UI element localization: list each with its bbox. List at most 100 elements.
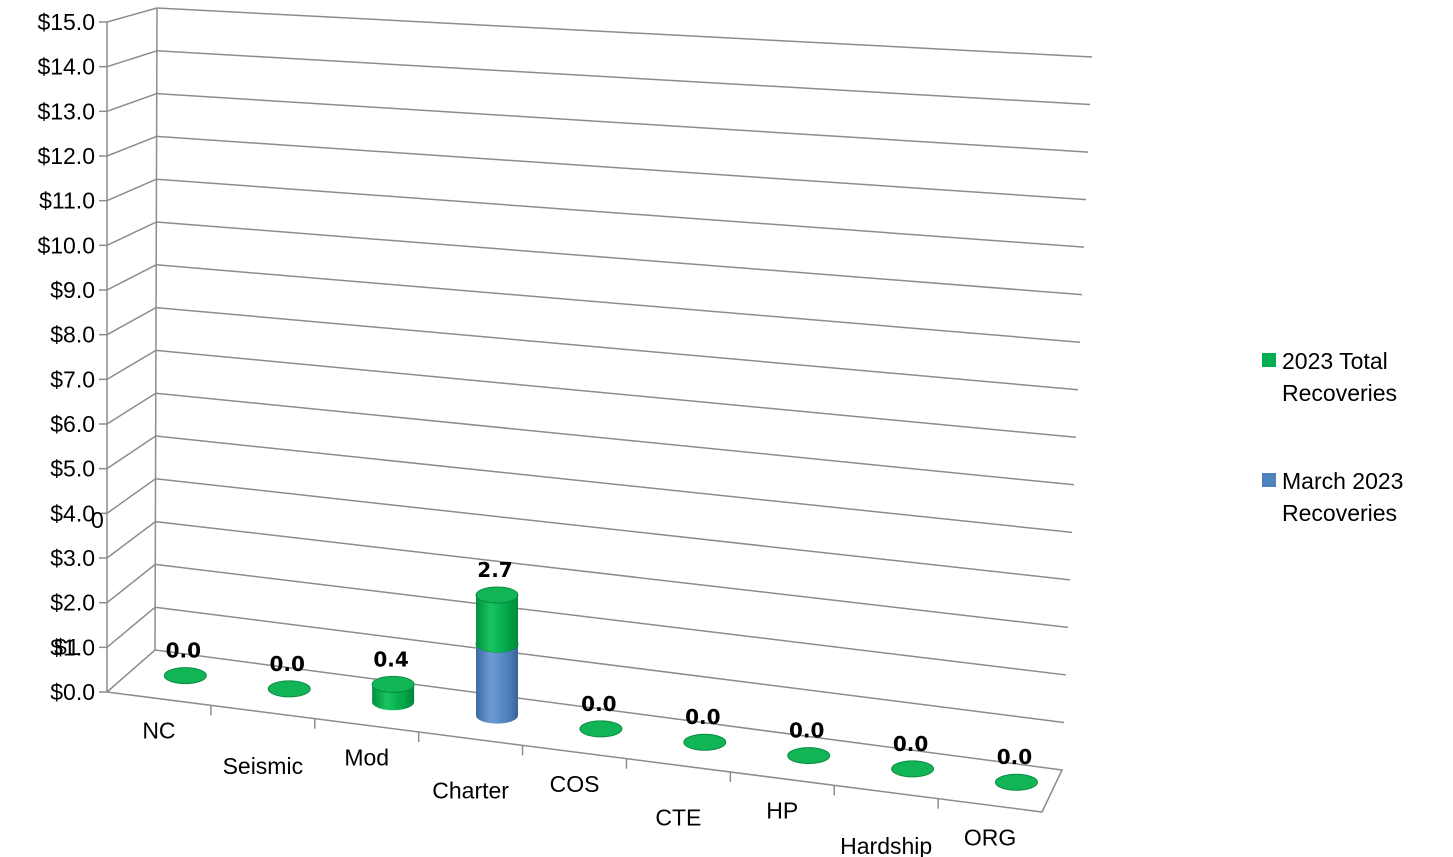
gridline-back	[155, 606, 1065, 724]
bar-zero-disc	[787, 747, 831, 765]
gridline-back	[156, 178, 1085, 248]
y-tick-label: $0.0	[50, 679, 95, 705]
stray-label-1: $1	[54, 634, 80, 660]
bar-mod	[371, 675, 415, 711]
gridline-side	[106, 135, 157, 157]
bars	[163, 586, 1038, 791]
data-label-seismic: 0.0	[270, 652, 305, 676]
data-label-hardship: 0.0	[893, 732, 928, 756]
bar-nc	[163, 667, 207, 685]
y-tick-label: $8.0	[50, 322, 95, 348]
y-tick-label: $9.0	[50, 277, 95, 303]
bar-segment-total	[476, 594, 519, 653]
gridline-back	[156, 264, 1081, 343]
gridlines	[106, 7, 1093, 724]
y-tick-label: $15.0	[37, 9, 95, 35]
gridline-side	[106, 349, 157, 380]
data-label-org: 0.0	[997, 745, 1032, 769]
y-tick-label: $12.0	[37, 143, 95, 169]
gridline-side	[106, 563, 156, 604]
y-tick-label: $3.0	[50, 545, 95, 571]
bar-segment-total-top	[475, 586, 519, 604]
gridline-back	[156, 135, 1087, 201]
bar-seismic	[267, 680, 311, 698]
bar-zero-disc	[163, 667, 207, 685]
legend: 2023 Total Recoveries March 2023 Recover…	[1262, 345, 1452, 585]
gridline-back	[156, 92, 1089, 153]
gridline-side	[106, 606, 156, 648]
gridline-back	[155, 349, 1077, 439]
gridline-back	[155, 478, 1071, 581]
y-tick-label: $1.0	[50, 634, 95, 660]
legend-label-march: March 2023 Recoveries	[1282, 468, 1404, 526]
bar-org	[994, 773, 1038, 791]
bar-zero-disc	[891, 760, 935, 778]
data-label-cte: 0.0	[685, 705, 720, 729]
gridline-back	[155, 392, 1075, 486]
x-category-label: HP	[766, 798, 798, 824]
y-tick-label: $6.0	[50, 411, 95, 437]
bar-segment-march	[476, 644, 519, 724]
y-tick-label: $13.0	[37, 98, 95, 124]
legend-swatch-green	[1262, 353, 1276, 367]
bar-zero-disc	[994, 773, 1038, 791]
y-tick-label: $2.0	[50, 590, 95, 616]
x-category-label: Seismic	[223, 753, 304, 779]
bar-cte	[683, 733, 727, 751]
gridline-side	[106, 521, 156, 559]
gridline-side	[106, 392, 157, 425]
bar-segment-total-top	[371, 675, 415, 693]
gridline-side	[106, 92, 157, 113]
y-tick-label: $4.0	[50, 500, 95, 526]
gridline-side	[106, 7, 158, 23]
bar-zero-disc	[683, 733, 727, 751]
y-tick-label: $7.0	[50, 366, 95, 392]
gridline-side	[106, 221, 157, 247]
x-axis-category-labels: NC Seismic Mod Charter COS CTE HP Hardship ORG	[142, 718, 1016, 857]
gridline-back	[156, 221, 1083, 296]
gridline-side	[106, 264, 157, 291]
bar-hardship	[891, 760, 935, 778]
gridline-side	[106, 178, 157, 202]
bar-zero-disc	[579, 720, 623, 738]
x-category-label: ORG	[964, 824, 1016, 850]
legend-item-total: 2023 Total Recoveries	[1262, 345, 1452, 409]
back-left-edge	[154, 7, 158, 651]
bar-cos	[579, 720, 623, 738]
stray-label-2: 0	[91, 507, 104, 533]
data-label-cos: 0.0	[581, 692, 616, 716]
x-category-label: Hardship	[840, 833, 932, 857]
x-category-label: NC	[142, 718, 175, 744]
gridline-back	[156, 306, 1079, 391]
axes	[99, 7, 1064, 813]
gridline-side	[106, 435, 157, 470]
gridline-back	[155, 563, 1067, 676]
gridline-side	[106, 306, 157, 336]
gridline-back	[155, 520, 1069, 629]
gridline-back	[156, 50, 1091, 106]
gridline-side	[106, 50, 158, 68]
y-axis-tick-labels: $0.0 $1.0 $2.0 $3.0 $4.0 $5.0 $6.0 $7.0 $8.0 $9.0…	[37, 9, 95, 705]
gridline-back	[155, 435, 1073, 534]
bar-zero-disc	[267, 680, 311, 698]
legend-label-total: 2023 Total Recoveries	[1282, 348, 1398, 406]
y-tick-label: $5.0	[50, 456, 95, 482]
bar-charter	[475, 586, 519, 724]
legend-swatch-blue	[1262, 473, 1276, 487]
data-label-charter: 2.7	[477, 558, 512, 582]
y-tick-label: $10.0	[37, 232, 95, 258]
data-label-mod: 0.4	[373, 647, 408, 671]
stray-labels: $1 0	[54, 507, 104, 660]
data-labels: 0.0 0.0 0.4 2.7 0.0 0.0 0.0 0.0 0.0	[166, 558, 1033, 769]
y-tick-label: $11.0	[39, 188, 95, 214]
legend-item-march: March 2023 Recoveries	[1262, 465, 1452, 529]
x-category-label: COS	[550, 771, 600, 797]
x-category-label: CTE	[655, 804, 701, 830]
y-tick-label: $14.0	[37, 54, 95, 80]
x-category-label: Charter	[432, 778, 509, 804]
data-label-hp: 0.0	[789, 719, 824, 743]
gridline-side	[106, 478, 156, 514]
x-category-label: Mod	[344, 744, 389, 770]
bar-hp	[787, 747, 831, 765]
